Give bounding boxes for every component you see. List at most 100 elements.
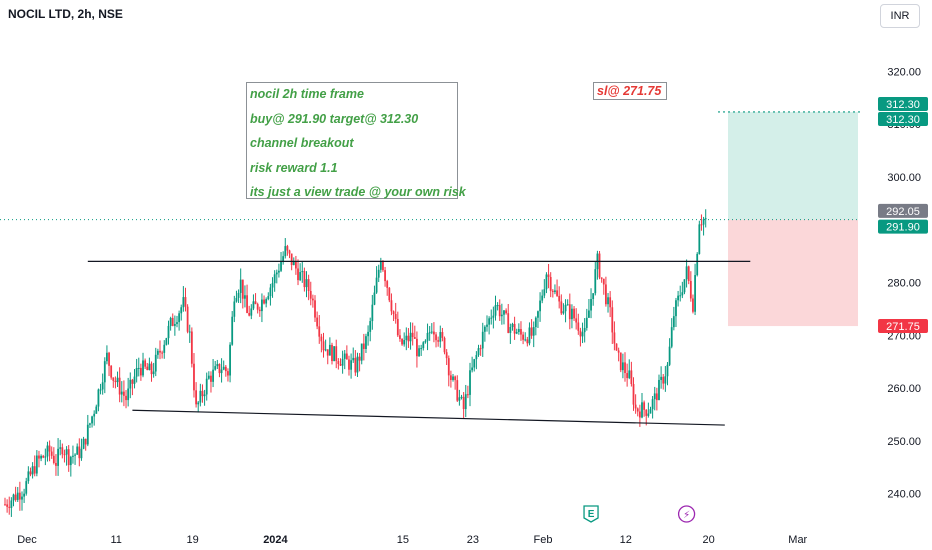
- candle-body: [154, 354, 157, 372]
- candle-body: [311, 298, 314, 301]
- candle-body: [173, 323, 176, 326]
- candle-body: [354, 357, 357, 373]
- price-tag: [878, 111, 928, 126]
- candle-body: [320, 336, 323, 342]
- candle-body: [486, 324, 488, 327]
- candle-body: [57, 448, 59, 466]
- candle-body: [418, 348, 420, 357]
- candle-body: [254, 301, 257, 305]
- candle-body: [672, 316, 675, 328]
- trade-note-box[interactable]: nocil 2h time frame buy@ 291.90 target@ …: [246, 82, 466, 199]
- candle-body: [435, 334, 437, 341]
- candle-body: [685, 266, 688, 280]
- candle-body: [500, 314, 503, 317]
- x-tick-label: 11: [110, 534, 121, 546]
- candle-body: [564, 304, 567, 312]
- candle-body: [152, 371, 155, 375]
- candle-body: [350, 360, 353, 370]
- candle-body: [241, 279, 244, 299]
- stop-loss-note[interactable]: sl@ 271.75: [593, 82, 667, 100]
- candle-body: [511, 323, 514, 328]
- candle-body: [269, 287, 272, 297]
- y-tick-label: 260.00: [887, 383, 921, 395]
- candle-body: [12, 494, 15, 501]
- candle-body: [86, 424, 89, 445]
- loss-zone: [728, 219, 858, 327]
- candle-body: [698, 224, 701, 254]
- candle-body: [137, 367, 140, 369]
- candle-body: [148, 363, 151, 371]
- candle-body: [144, 360, 147, 367]
- candle-body: [59, 447, 62, 449]
- candle-body: [588, 310, 590, 318]
- candle-body: [392, 311, 395, 315]
- candle-body: [362, 343, 365, 349]
- price-tag-label: 292.05: [886, 206, 920, 218]
- currency-button[interactable]: INR: [880, 4, 920, 28]
- candle-body: [220, 369, 223, 374]
- candle-body: [360, 343, 363, 361]
- candle-body: [146, 366, 149, 371]
- candle-body: [560, 301, 563, 314]
- candle-body: [549, 276, 552, 291]
- candle-body: [466, 394, 469, 396]
- price-tag: [878, 219, 928, 234]
- candle-body: [541, 295, 544, 301]
- candle-body: [182, 297, 185, 308]
- candle-body: [171, 317, 174, 326]
- candle-body: [401, 338, 403, 345]
- candle-body: [286, 246, 289, 251]
- candle-body: [131, 379, 134, 384]
- candle-body: [35, 455, 38, 474]
- candle-body: [275, 272, 278, 275]
- candle-body: [201, 390, 204, 397]
- candle-body: [520, 329, 522, 335]
- candle-body: [303, 271, 306, 288]
- candle-body: [316, 317, 319, 327]
- candle-body: [407, 335, 410, 342]
- note-line-risk-reward: risk reward 1.1: [250, 160, 338, 175]
- candle-body: [575, 318, 578, 323]
- candle-body: [528, 327, 531, 344]
- candle-body: [114, 380, 117, 383]
- trendline-channel-bottom: [132, 409, 725, 426]
- candle-body: [72, 455, 74, 457]
- candle-body: [301, 271, 304, 273]
- candle-body: [598, 253, 601, 278]
- candle-body: [356, 356, 359, 373]
- earnings-marker-label: E: [588, 509, 595, 520]
- candle-body: [632, 383, 635, 405]
- candle-body: [10, 500, 13, 508]
- candle-body: [454, 376, 457, 381]
- candle-body: [326, 349, 329, 356]
- candle-body: [307, 279, 310, 291]
- candle-body: [522, 334, 524, 340]
- candle-body: [441, 332, 444, 338]
- candle-body: [224, 366, 227, 372]
- candle-body: [532, 327, 535, 336]
- candle-body: [335, 346, 338, 362]
- candle-body: [256, 304, 259, 310]
- candle-body: [188, 331, 191, 333]
- x-tick-label: Feb: [533, 534, 552, 546]
- candle-body: [619, 352, 622, 371]
- candle-body: [662, 376, 665, 384]
- candle-body: [180, 307, 183, 314]
- candle-body: [379, 262, 382, 270]
- candle-body: [507, 313, 510, 333]
- y-tick-label: 320.00: [887, 66, 921, 78]
- candle-body: [630, 370, 633, 384]
- price-tag-label: 312.30: [886, 99, 920, 111]
- note-line-timeframe: nocil 2h time frame: [250, 87, 364, 101]
- candle-body: [583, 327, 586, 333]
- x-tick-label: 15: [397, 534, 409, 546]
- candle-body: [562, 311, 565, 314]
- candle-body: [424, 340, 427, 343]
- candle-body: [530, 327, 533, 336]
- candle-body: [322, 341, 325, 351]
- candle-body: [337, 361, 340, 365]
- candle-body: [626, 373, 629, 379]
- candle-body: [252, 301, 255, 309]
- candle-body: [609, 297, 612, 308]
